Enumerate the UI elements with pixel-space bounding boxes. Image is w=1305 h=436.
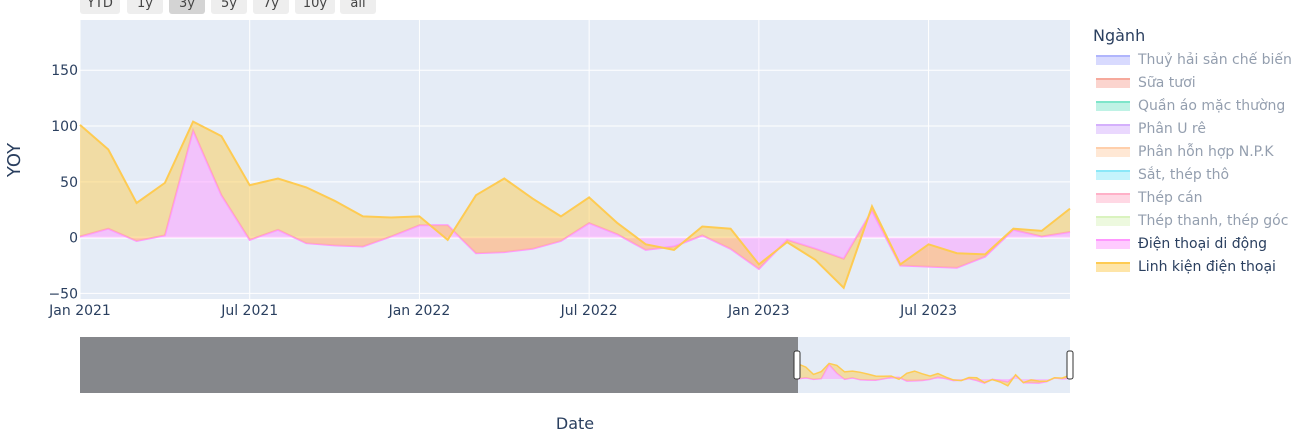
legend-label: Thép cán	[1138, 189, 1203, 206]
y-tick-labels: −50 0 50 100 150	[48, 63, 78, 302]
slider-series-area	[798, 363, 1070, 386]
legend-swatch	[1096, 169, 1130, 180]
range-button-all[interactable]: all	[340, 0, 376, 14]
series-area	[80, 121, 1070, 288]
legend-swatch	[1096, 261, 1130, 272]
y-tick-label: 100	[51, 119, 78, 135]
range-slider-series	[797, 362, 1071, 387]
legend-title: Ngành	[1093, 26, 1146, 45]
range-button-ytd[interactable]: YTD	[80, 0, 120, 14]
legend-swatch	[1096, 77, 1130, 88]
range-slider[interactable]	[80, 337, 1074, 393]
range-slider-left-handle[interactable]	[793, 350, 801, 380]
x-tick-labels: Jan 2021 Jul 2021 Jan 2022 Jul 2022 Jan 2023…	[48, 303, 957, 319]
x-axis-title: Date	[556, 414, 594, 433]
x-tick-label: Jan 2021	[48, 303, 111, 319]
legend-swatch	[1096, 54, 1130, 65]
legend: Ngành Thuỷ hải sản chế biến Sữa tươi Quần …	[1093, 26, 1305, 278]
legend-item[interactable]: Thép cán	[1093, 186, 1305, 209]
legend-label: Phân hỗn hợp N.P.K	[1138, 143, 1274, 160]
x-tick-label: Jul 2023	[899, 303, 957, 319]
legend-swatch	[1096, 146, 1130, 157]
legend-item[interactable]: Thép thanh, thép góc	[1093, 209, 1305, 232]
legend-label: Thuỷ hải sản chế biến	[1138, 51, 1292, 68]
legend-item[interactable]: Điện thoại di động	[1093, 232, 1305, 255]
y-tick-label: 50	[60, 175, 78, 191]
range-button-1y[interactable]: 1y	[127, 0, 163, 14]
x-tick-label: Jan 2023	[727, 303, 790, 319]
legend-item[interactable]: Sữa tươi	[1093, 71, 1305, 94]
series-line	[79, 120, 1071, 290]
y-tick-label: 150	[51, 63, 78, 79]
series-areas	[79, 120, 1071, 290]
legend-label: Thép thanh, thép góc	[1138, 212, 1289, 229]
range-button-3y[interactable]: 3y	[169, 0, 205, 14]
legend-item[interactable]: Linh kiện điện thoại	[1093, 255, 1305, 278]
y-tick-label: −50	[48, 286, 78, 302]
range-button-7y[interactable]: 7y	[253, 0, 289, 14]
y-tick-label: 0	[69, 231, 78, 247]
legend-swatch	[1096, 238, 1130, 249]
legend-item[interactable]: Quần áo mặc thường	[1093, 94, 1305, 117]
legend-items: Thuỷ hải sản chế biến Sữa tươi Quần áo mặc…	[1093, 48, 1305, 278]
range-button-10y[interactable]: 10y	[295, 0, 335, 14]
legend-item[interactable]: Sắt, thép thô	[1093, 163, 1305, 186]
legend-label: Điện thoại di động	[1138, 235, 1267, 252]
x-tick-label: Jan 2022	[388, 303, 451, 319]
y-axis-title: YOY	[4, 142, 25, 178]
legend-swatch	[1096, 215, 1130, 226]
legend-item[interactable]: Phân hỗn hợp N.P.K	[1093, 140, 1305, 163]
legend-swatch	[1096, 192, 1130, 203]
slider-series-line	[797, 362, 1071, 387]
range-slider-mask	[80, 337, 798, 393]
legend-label: Quần áo mặc thường	[1138, 97, 1286, 114]
x-tick-label: Jul 2021	[220, 303, 278, 319]
legend-label: Phân U rê	[1138, 120, 1206, 137]
legend-item[interactable]: Phân U rê	[1093, 117, 1305, 140]
legend-swatch	[1096, 100, 1130, 111]
legend-label: Linh kiện điện thoại	[1138, 258, 1276, 275]
legend-label: Sắt, thép thô	[1138, 166, 1230, 183]
x-tick-label: Jul 2022	[560, 303, 618, 319]
legend-item[interactable]: Thuỷ hải sản chế biến	[1093, 48, 1305, 71]
legend-label: Sữa tươi	[1138, 74, 1196, 91]
legend-swatch	[1096, 123, 1130, 134]
range-slider-right-handle[interactable]	[1066, 350, 1074, 380]
range-button-5y[interactable]: 5y	[211, 0, 247, 14]
